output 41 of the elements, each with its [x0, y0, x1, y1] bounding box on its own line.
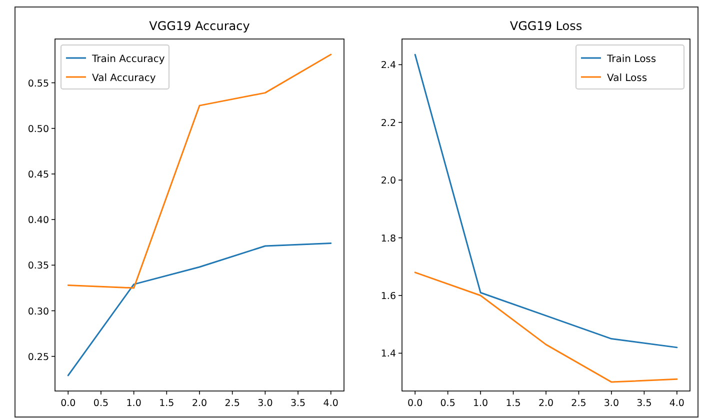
line-series: [414, 54, 678, 348]
x-tick-label: 4.0: [669, 398, 684, 409]
line-series: [67, 54, 332, 289]
legend-label: Val Accuracy: [92, 73, 156, 84]
x-tick-label: 1.0: [126, 398, 142, 409]
y-tick-label: 0.50: [28, 124, 49, 135]
legend-label: Train Accuracy: [91, 54, 165, 65]
x-tick-label: 1.5: [506, 398, 521, 409]
x-tick-label: 2.5: [571, 398, 586, 409]
line-series: [414, 272, 678, 383]
line-series: [67, 242, 332, 376]
x-tick-label: 2.0: [192, 398, 208, 409]
y-tick-label: 0.25: [28, 352, 49, 363]
y-tick-label: 0.35: [28, 260, 49, 272]
x-tick-label: 3.0: [258, 398, 273, 409]
x-tick-label: 0.5: [440, 398, 456, 409]
x-tick-label: 2.5: [224, 398, 240, 409]
y-tick-label: 2.0: [380, 176, 396, 187]
x-tick-label: 1.0: [472, 398, 488, 409]
chart-title: VGG19 Loss: [510, 19, 582, 33]
x-tick-label: 1.5: [159, 398, 174, 409]
y-tick-label: 0.40: [28, 215, 49, 226]
y-tick-label: 0.55: [28, 78, 49, 90]
x-tick-label: 3.5: [636, 398, 652, 409]
y-tick-label: 0.45: [28, 169, 49, 180]
legend-label: Val Loss: [607, 73, 648, 84]
x-tick-label: 3.0: [604, 398, 620, 409]
x-tick-label: 0.0: [408, 398, 423, 409]
legend-label: Train Loss: [606, 54, 656, 65]
y-tick-label: 2.4: [380, 60, 396, 72]
y-tick-label: 1.6: [380, 291, 396, 302]
chart-title: VGG19 Accuracy: [149, 19, 250, 33]
y-tick-label: 1.8: [380, 233, 396, 244]
x-tick-label: 3.5: [290, 398, 306, 409]
x-tick-label: 2.0: [538, 398, 554, 409]
x-tick-label: 0.5: [93, 398, 109, 409]
y-tick-label: 2.2: [380, 118, 396, 129]
x-tick-label: 4.0: [323, 398, 338, 409]
x-tick-label: 0.0: [60, 398, 76, 409]
y-tick-label: 0.30: [28, 306, 49, 318]
y-tick-label: 1.4: [380, 348, 396, 360]
